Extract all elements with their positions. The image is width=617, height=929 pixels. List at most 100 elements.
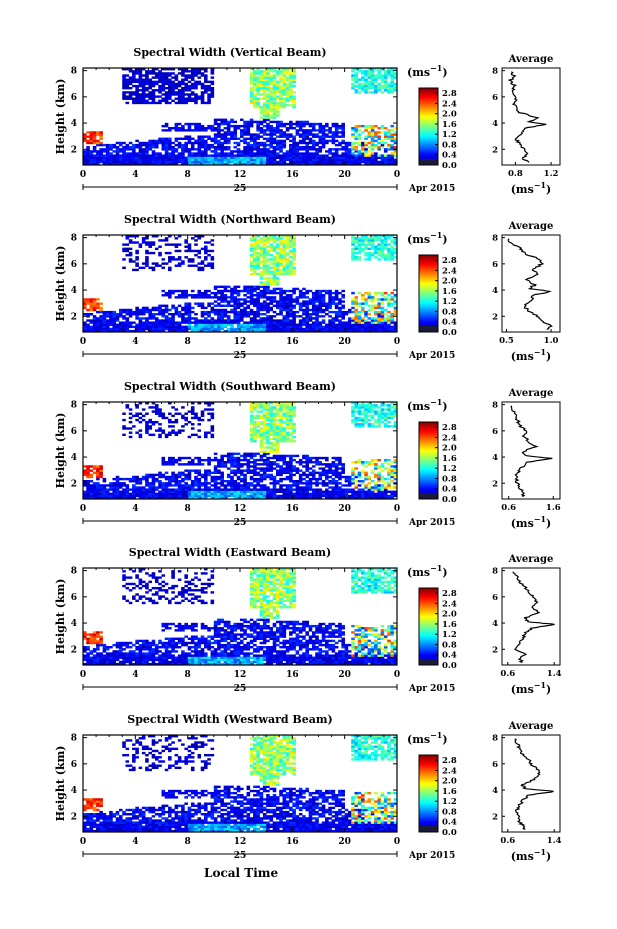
x-tick-label: 0 [394,837,400,847]
x-tick-label: 20 [338,837,351,847]
avg-profile-line [507,71,547,163]
avg-y-tick-label: 8 [492,67,498,77]
colorbar-tick-label: 0.8 [442,807,457,817]
avg-x-tick-label: 1.4 [547,669,562,679]
avg-x-tick-label: 0.8 [508,169,523,179]
avg-x-tick-label: 0.6 [500,836,515,846]
colorbar: 0.00.40.81.21.62.02.42.8 [418,87,457,171]
x-tick-label: 8 [185,504,191,514]
avg-unit: (ms−1) [511,180,552,196]
avg-x-tick-label: 0.5 [499,336,514,346]
y-axis-label: Height (km) [54,413,67,489]
avg-title: Average [508,388,554,399]
y-tick-label: 8 [71,234,77,244]
day-label: 25 [234,684,247,694]
month-label: Apr 2015 [408,518,455,528]
y-tick-label: 2 [71,645,77,655]
colorbar-tick-label: 2.8 [442,589,457,599]
y-tick-label: 4 [71,619,77,629]
avg-y-tick-label: 2 [492,812,498,822]
y-tick-label: 8 [71,401,77,411]
x-tick-label: 20 [338,504,351,514]
panel-2: Spectral Width (Southward Beam)0 4 8 12 16 20… [54,380,561,530]
colorbar-tick-label: 2.4 [442,766,457,776]
colorbar-frame [418,587,439,666]
colorbar-tick-label: 2.8 [442,89,457,99]
avg-y-tick-label: 4 [492,786,498,796]
colorbar-unit: (ms−1) [407,730,448,746]
x-tick-label: 20 [338,337,351,347]
avg-frame [501,401,561,500]
colorbar: 0.00.40.81.21.62.02.42.8 [418,254,457,338]
day-label: 25 [234,851,247,861]
x-tick-label: 0 [80,837,86,847]
colorbar-tick-label: 0.0 [442,661,457,671]
average-profile: Average 2 4 6 8 0.5 1.0(ms−1) [492,221,561,363]
colorbar-tick-label: 1.6 [442,620,457,630]
y-axis-label: Height (km) [54,746,67,822]
panel-0: Spectral Width (Vertical Beam)0 4 8 12 16 20 0… [54,46,561,196]
y-tick-label: 8 [71,567,77,577]
y-tick-label: 6 [71,260,77,270]
x-tick-label: 4 [132,504,138,514]
average-profile: Average 2 4 6 8 0.6 1.6(ms−1) [492,388,561,530]
colorbar-underflow [419,826,438,832]
panel-title: Spectral Width (Eastward Beam) [129,546,331,559]
colorbar-tick-label: 0.0 [442,495,457,505]
avg-y-tick-label: 4 [492,286,498,296]
avg-unit: (ms−1) [511,847,552,863]
colorbar-underflow [419,659,438,665]
y-tick-label: 2 [71,479,77,489]
y-tick-label: 4 [71,119,77,129]
avg-y-tick-label: 6 [492,260,498,270]
colorbar-tick-label: 1.2 [442,630,457,640]
avg-y-tick-label: 4 [492,119,498,129]
x-tick-label: 12 [234,337,247,347]
y-tick-label: 4 [71,286,77,296]
x-tick-label: 8 [185,170,191,180]
average-profile: Average 2 4 6 8 0.6 1.4(ms−1) [492,721,562,863]
avg-y-tick-label: 2 [492,479,498,489]
y-axis-label: Height (km) [54,79,67,155]
colorbar-tick-label: 0.4 [442,818,457,828]
avg-title: Average [508,554,554,565]
heatmap-cells [83,735,398,833]
avg-y-tick-label: 8 [492,401,498,411]
colorbar-unit: (ms−1) [407,397,448,413]
avg-x-tick-label: 1.0 [544,336,559,346]
avg-x-tick-label: 1.6 [546,503,561,513]
colorbar-tick-label: 1.2 [442,297,457,307]
avg-y-tick-label: 6 [492,593,498,603]
x-tick-label: 0 [394,170,400,180]
day-label: 25 [234,351,247,361]
colorbar-tick-label: 0.4 [442,485,457,495]
colorbar-frame [418,87,439,166]
x-tick-label: 0 [80,170,86,180]
x-tick-label: 16 [286,670,299,680]
average-profile: Average 2 4 6 8 0.6 1.4(ms−1) [492,554,562,696]
colorbar-tick-label: 1.2 [442,797,457,807]
month-label: Apr 2015 [408,351,455,361]
colorbar-tick-label: 0.4 [442,318,457,328]
avg-y-tick-label: 2 [492,312,498,322]
avg-profile-line [514,738,554,830]
avg-x-tick-label: 1.4 [547,836,562,846]
colorbar-tick-label: 1.2 [442,464,457,474]
heatmap-cells [83,568,398,666]
colorbar-underflow [419,159,438,165]
avg-y-tick-label: 6 [492,93,498,103]
avg-unit: (ms−1) [511,680,552,696]
colorbar-tick-label: 2.4 [442,599,457,609]
x-tick-label: 16 [286,837,299,847]
colorbar: 0.00.40.81.21.62.02.42.8 [418,587,457,671]
colorbar-tick-label: 0.0 [442,161,457,171]
colorbar-tick-label: 2.4 [442,99,457,109]
panel-3: Spectral Width (Eastward Beam)0 4 8 12 16 20 0… [54,546,562,696]
y-tick-label: 2 [71,312,77,322]
colorbar-unit: (ms−1) [407,563,448,579]
colorbar-underflow [419,326,438,332]
avg-y-tick-label: 8 [492,734,498,744]
day-label: 25 [234,184,247,194]
colorbar-tick-label: 2.4 [442,266,457,276]
